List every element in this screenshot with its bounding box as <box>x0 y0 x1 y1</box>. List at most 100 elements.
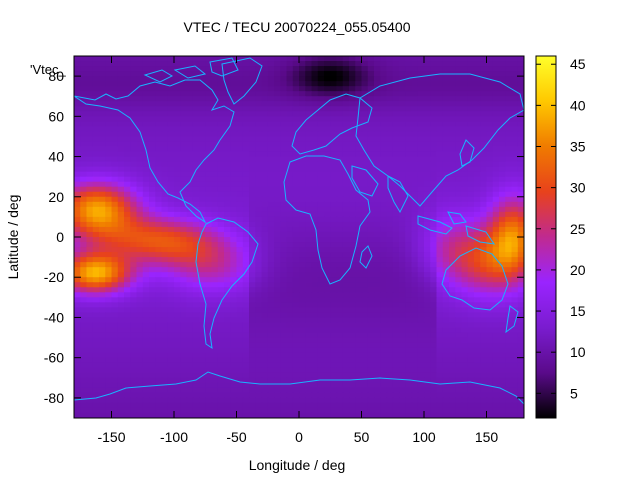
heat-cell <box>299 146 306 153</box>
heat-cell <box>311 302 319 308</box>
heat-cell <box>142 397 150 404</box>
heat-cell <box>274 176 281 183</box>
heat-cell <box>92 357 100 364</box>
heat-cell <box>186 267 194 273</box>
heat-cell <box>74 66 81 72</box>
heat-cell <box>424 272 431 278</box>
heat-cell <box>405 106 413 112</box>
heat-cell <box>436 312 444 319</box>
heat-cell <box>186 277 194 283</box>
heat-cell <box>142 307 150 314</box>
heat-cell <box>417 81 425 87</box>
heat-cell <box>361 91 369 97</box>
heat-cell <box>274 81 281 87</box>
heat-cell <box>417 272 425 278</box>
heat-cell <box>155 191 163 198</box>
heat-cell <box>355 372 363 379</box>
heat-cell <box>267 287 275 293</box>
heat-cell <box>392 126 400 133</box>
heat-cell <box>386 277 394 283</box>
heat-cell <box>411 206 419 213</box>
heat-cell <box>361 347 369 354</box>
heat-cell <box>455 76 463 82</box>
heat-cell <box>74 392 81 399</box>
heat-cell <box>267 71 275 77</box>
heat-cell <box>199 242 206 248</box>
heat-cell <box>467 307 475 314</box>
heat-cell <box>499 252 506 258</box>
heat-cell <box>467 252 475 258</box>
heat-cell <box>405 242 413 248</box>
heat-cell <box>430 151 438 158</box>
heat-cell <box>499 76 506 82</box>
heat-cell <box>355 156 363 163</box>
heat-cell <box>299 307 306 314</box>
heat-cell <box>517 282 524 288</box>
heat-cell <box>161 247 169 253</box>
heat-cell <box>174 362 181 369</box>
heat-cell <box>411 357 419 364</box>
heat-cell <box>136 367 144 374</box>
heat-cell <box>330 166 338 173</box>
heat-cell <box>267 176 275 183</box>
heat-cell <box>442 317 450 324</box>
heat-cell <box>311 156 319 163</box>
heat-cell <box>86 151 94 158</box>
heat-cell <box>242 282 250 288</box>
heat-cell <box>392 362 400 369</box>
heat-cell <box>230 91 238 97</box>
heat-cell <box>392 297 400 303</box>
heat-cell <box>399 377 406 384</box>
heat-cell <box>242 237 250 243</box>
heat-cell <box>361 196 369 203</box>
heat-cell <box>374 116 381 122</box>
heat-cell <box>230 151 238 158</box>
heat-cell <box>380 91 388 97</box>
heat-cell <box>299 76 306 82</box>
heat-cell <box>330 191 338 198</box>
heat-cell <box>149 121 156 127</box>
heat-cell <box>286 357 294 364</box>
heat-cell <box>455 382 463 389</box>
heat-cell <box>342 111 350 117</box>
heat-cell <box>124 116 131 122</box>
heat-cell <box>236 231 244 238</box>
heat-cell <box>467 121 475 127</box>
heat-cell <box>142 76 150 82</box>
heat-cell <box>349 61 356 67</box>
heat-cell <box>324 277 331 283</box>
heat-cell <box>305 237 313 243</box>
heat-cell <box>161 156 169 163</box>
heat-cell <box>355 327 363 334</box>
heat-cell <box>317 206 325 213</box>
heat-cell <box>249 242 256 248</box>
heat-cell <box>211 237 219 243</box>
heat-cell <box>199 196 206 203</box>
heat-cell <box>417 171 425 178</box>
heat-cell <box>486 66 494 72</box>
heat-cell <box>105 146 113 153</box>
heat-cell <box>267 81 275 87</box>
heat-cell <box>499 136 506 143</box>
heat-cell <box>99 327 106 334</box>
heat-cell <box>374 237 381 243</box>
heat-cell <box>317 287 325 293</box>
heat-cell <box>174 141 181 148</box>
heat-cell <box>280 106 288 112</box>
heat-cell <box>117 76 125 82</box>
heat-cell <box>517 61 524 67</box>
heat-cell <box>324 146 331 153</box>
heat-cell <box>449 61 456 67</box>
heat-cell <box>155 56 163 62</box>
heat-cell <box>180 357 188 364</box>
heat-cell <box>199 211 206 218</box>
heat-cell <box>317 397 325 404</box>
heat-cell <box>292 81 300 87</box>
heat-cell <box>367 206 375 213</box>
heat-cell <box>242 86 250 92</box>
heat-cell <box>292 332 300 339</box>
heat-cell <box>136 332 144 339</box>
heat-cell <box>236 252 244 258</box>
heat-cell <box>286 131 294 138</box>
heat-cell <box>280 91 288 97</box>
